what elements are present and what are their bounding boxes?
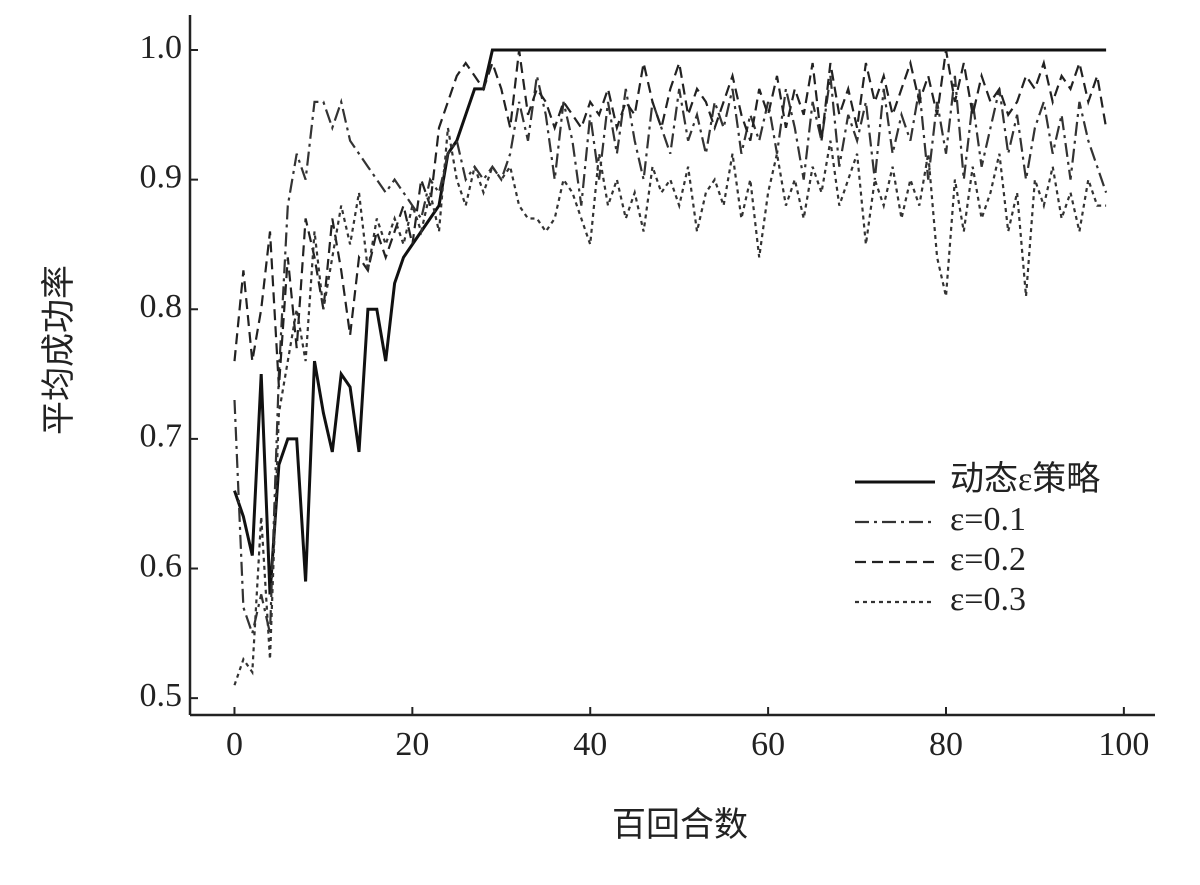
y-axis-label: 平均成功率 — [40, 265, 78, 435]
x-tick-label: 80 — [929, 726, 963, 763]
y-tick-label: 0.6 — [140, 547, 183, 584]
y-tick-label: 0.9 — [140, 158, 183, 195]
series-line — [233, 49, 1108, 388]
x-tick-label: 60 — [751, 726, 785, 763]
series-line — [233, 127, 1107, 686]
legend-label: 动态ε策略 — [950, 460, 1100, 498]
x-tick-label: 20 — [395, 726, 429, 763]
legend-label: ε=0.2 — [950, 541, 1026, 578]
series-line — [233, 48, 1107, 595]
series-line — [233, 75, 1108, 638]
y-tick-label: 0.7 — [140, 418, 183, 455]
y-tick-label: 0.5 — [140, 677, 183, 714]
legend-label: ε=0.3 — [950, 581, 1026, 618]
x-tick-label: 100 — [1098, 726, 1149, 763]
y-tick-label: 1.0 — [140, 29, 183, 66]
x-axis-label: 百回合数 — [612, 806, 748, 844]
y-tick-label: 0.8 — [140, 288, 183, 325]
legend-label: ε=0.1 — [950, 501, 1026, 538]
x-tick-label: 0 — [226, 726, 243, 763]
x-tick-label: 40 — [573, 726, 607, 763]
